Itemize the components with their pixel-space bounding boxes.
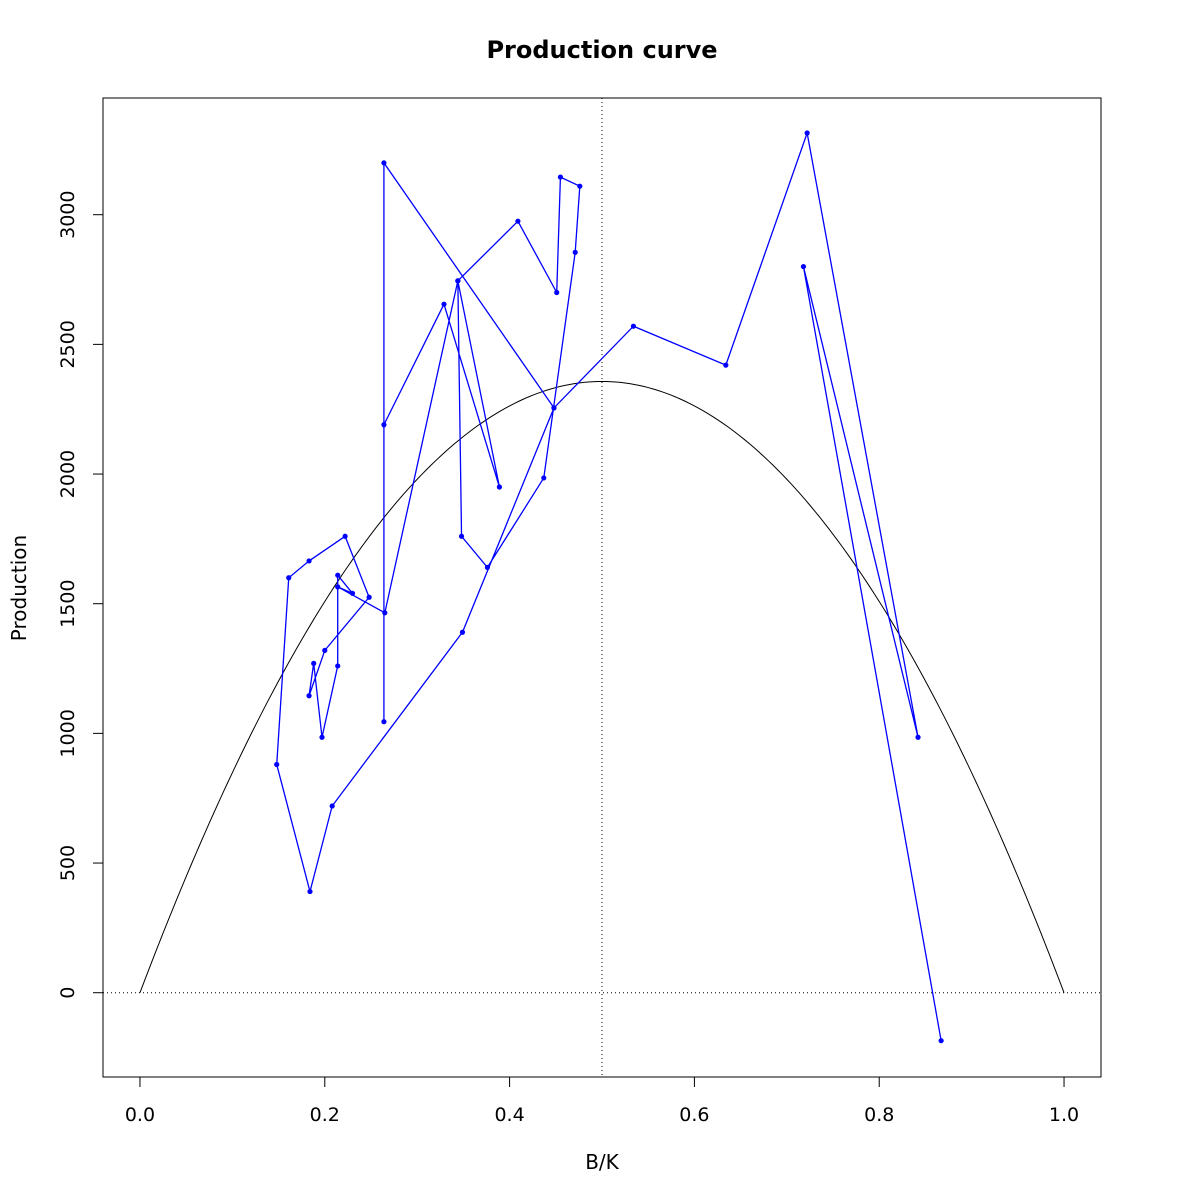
data-point — [541, 475, 547, 481]
data-point — [311, 660, 317, 666]
x-tick-label: 0.6 — [679, 1104, 709, 1126]
x-tick-label: 0.2 — [310, 1104, 340, 1126]
data-point — [458, 533, 465, 539]
y-tick-label: 2500 — [57, 320, 79, 368]
data-point — [459, 629, 466, 635]
x-tick-label: 0.8 — [864, 1104, 894, 1126]
data-point — [274, 761, 280, 768]
x-tick-label: 0.4 — [494, 1104, 524, 1126]
data-point — [551, 405, 557, 411]
data-point — [319, 734, 325, 740]
y-axis-label: Production — [7, 535, 31, 641]
data-point — [306, 693, 312, 699]
y-tick-label: 0 — [57, 987, 79, 999]
data-point — [306, 558, 312, 564]
data-point — [554, 289, 560, 296]
production-curve-line — [139, 380, 1065, 993]
data-point — [484, 564, 491, 571]
data-point — [335, 584, 341, 590]
y-tick-label: 2000 — [57, 450, 79, 498]
data-point — [381, 160, 387, 166]
data-point — [349, 590, 356, 596]
data-point — [342, 533, 348, 539]
x-tick-label: 0.0 — [125, 1104, 155, 1126]
data-point — [723, 362, 729, 368]
chart-title: Production curve — [486, 36, 717, 64]
data-point — [286, 575, 292, 581]
x-tick-label: 1.0 — [1049, 1104, 1079, 1126]
data-point — [441, 301, 447, 307]
data-point — [572, 249, 578, 255]
y-tick-label: 500 — [57, 845, 79, 881]
y-tick-label: 1000 — [57, 709, 79, 757]
data-point — [382, 610, 388, 616]
data-point — [915, 734, 921, 740]
series-line — [276, 130, 942, 1041]
data-point — [307, 888, 313, 895]
y-tick-label: 1500 — [57, 580, 79, 628]
x-axis: 0.0 0.2 0.4 0.6 0.8 1.0 — [125, 1076, 1079, 1126]
data-point — [335, 663, 341, 669]
data-point — [381, 719, 387, 725]
data-point — [938, 1038, 944, 1044]
data-point — [455, 278, 461, 284]
production-parabola — [139, 380, 1065, 993]
y-tick-label: 3000 — [57, 191, 79, 239]
data-point — [557, 174, 564, 180]
data-point — [329, 803, 335, 809]
observed-series — [274, 130, 944, 1044]
data-point — [335, 572, 341, 578]
x-axis-label: B/K — [585, 1150, 619, 1174]
data-point — [366, 594, 372, 600]
data-point — [496, 484, 503, 490]
data-point — [577, 183, 583, 189]
data-point — [515, 218, 521, 224]
data-point — [322, 647, 328, 653]
data-point — [381, 422, 387, 428]
reference-lines — [103, 98, 1101, 1077]
y-axis: 0 500 1000 1500 2000 2500 3000 — [57, 191, 104, 999]
data-point — [800, 263, 807, 270]
data-point — [630, 323, 637, 329]
data-point — [804, 130, 810, 136]
